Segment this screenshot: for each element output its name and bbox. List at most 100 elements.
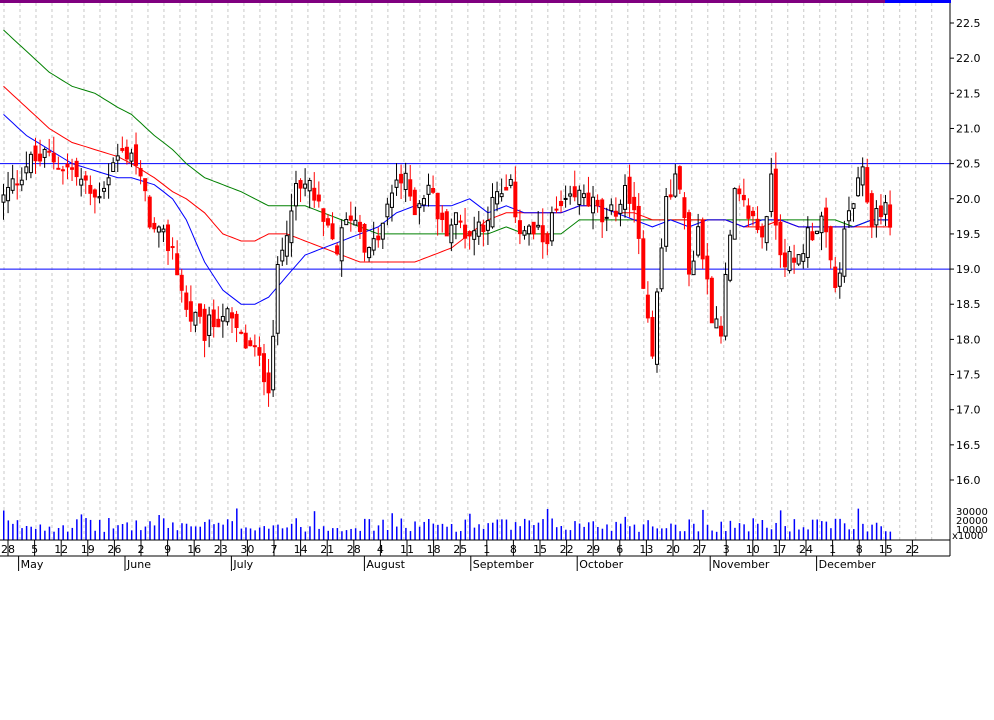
candle-body: [321, 208, 326, 222]
volume-bar: [396, 526, 398, 540]
candle-body: [869, 193, 874, 228]
volume-bar: [587, 522, 590, 540]
candle-body: [248, 340, 253, 347]
candle-body: [335, 245, 340, 255]
candle-body: [175, 253, 180, 276]
day-tick-label: 15: [533, 543, 547, 556]
volume-bar: [862, 523, 864, 540]
volume-bar: [76, 519, 78, 540]
volume-bar: [885, 531, 887, 540]
volume-bar: [236, 508, 238, 540]
volume-bar: [414, 521, 416, 540]
candle-body: [115, 155, 120, 161]
volume-bar: [359, 530, 361, 540]
day-tick-label: 15: [879, 543, 893, 556]
candle-body: [289, 210, 294, 244]
candle-body: [275, 264, 280, 334]
volume-bar: [789, 531, 791, 540]
day-tick-label: 19: [81, 543, 95, 556]
candle-body: [810, 231, 815, 241]
candle-body: [664, 196, 669, 247]
volume-bar: [821, 521, 823, 540]
day-tick-label: 11: [400, 543, 414, 556]
candle-body: [508, 178, 513, 186]
candle-body: [559, 201, 564, 207]
candle-body: [531, 221, 536, 235]
candle-body: [426, 184, 431, 195]
candle-body: [741, 194, 746, 201]
candle-body: [645, 294, 650, 319]
candle-body: [367, 247, 372, 259]
candle-body: [805, 227, 810, 258]
volume-bar: [455, 531, 457, 540]
candle-body: [129, 152, 134, 162]
candle-body: [467, 231, 472, 237]
price-axis-labels: 16.0 16.5 17.0 17.5 18.0 18.5 19.0 19.5 20.0 20.5…: [956, 17, 981, 487]
candle-body: [202, 308, 207, 341]
candle-body: [463, 224, 468, 239]
candle-body: [828, 226, 833, 261]
volume-bar: [697, 531, 700, 540]
candle-body: [51, 152, 56, 163]
volume-bar: [167, 527, 170, 540]
volume-bar: [825, 521, 828, 540]
volume-bar: [418, 526, 421, 540]
volume-bar: [341, 531, 343, 540]
volume-bar: [619, 523, 622, 540]
candle-body: [1, 194, 6, 203]
day-tick-label: 3: [723, 543, 730, 556]
volume-bar: [53, 531, 55, 540]
candle-body: [261, 353, 266, 383]
volume-bar: [496, 519, 499, 540]
volume-bar: [377, 525, 380, 540]
volume-bar: [48, 526, 51, 540]
candle-body: [152, 222, 157, 230]
candle-body: [440, 212, 445, 221]
candle-body: [88, 184, 93, 194]
volume-bar: [610, 530, 613, 540]
volume-bar: [98, 519, 101, 540]
candle-body: [696, 226, 701, 256]
volume-bar: [249, 528, 252, 540]
volume-bar: [574, 521, 576, 540]
volume-tick-label: 30000: [956, 507, 988, 518]
volume-bar: [345, 530, 348, 540]
volume-bar: [354, 528, 357, 540]
volume-bar: [665, 528, 668, 540]
candle-body: [293, 183, 298, 207]
candle-body: [102, 187, 107, 192]
candle-body: [819, 215, 824, 234]
day-tick-label: 25: [453, 543, 467, 556]
day-tick-label: 17: [772, 543, 786, 556]
candle-body: [394, 179, 399, 188]
candle-body: [124, 146, 129, 160]
candle-body: [737, 188, 742, 195]
volume-bar: [386, 529, 389, 540]
candle-body: [357, 221, 362, 233]
month-label: December: [819, 558, 877, 571]
volume-bar: [807, 529, 809, 540]
candle-body: [581, 193, 586, 199]
candle-body: [348, 215, 353, 221]
volume-bar: [766, 527, 768, 540]
volume-bar: [57, 527, 60, 540]
volume-bar: [181, 523, 183, 540]
candle-body: [216, 318, 221, 328]
candle-body: [70, 167, 75, 170]
candle-body: [28, 153, 33, 174]
candle-body: [138, 168, 143, 177]
candle-body: [527, 225, 532, 235]
volume-bar: [268, 528, 270, 540]
candle-body: [668, 194, 673, 198]
volume-bar: [857, 508, 860, 540]
candle-body: [120, 148, 125, 151]
candle-body: [481, 224, 486, 233]
candle-body: [266, 372, 271, 394]
candle-body: [166, 224, 171, 252]
candle-body: [74, 160, 79, 178]
volume-bar: [368, 519, 371, 540]
candle-body: [787, 251, 792, 272]
volume-bar: [752, 518, 754, 540]
volume-bar: [117, 525, 119, 540]
candle-body: [243, 332, 248, 349]
